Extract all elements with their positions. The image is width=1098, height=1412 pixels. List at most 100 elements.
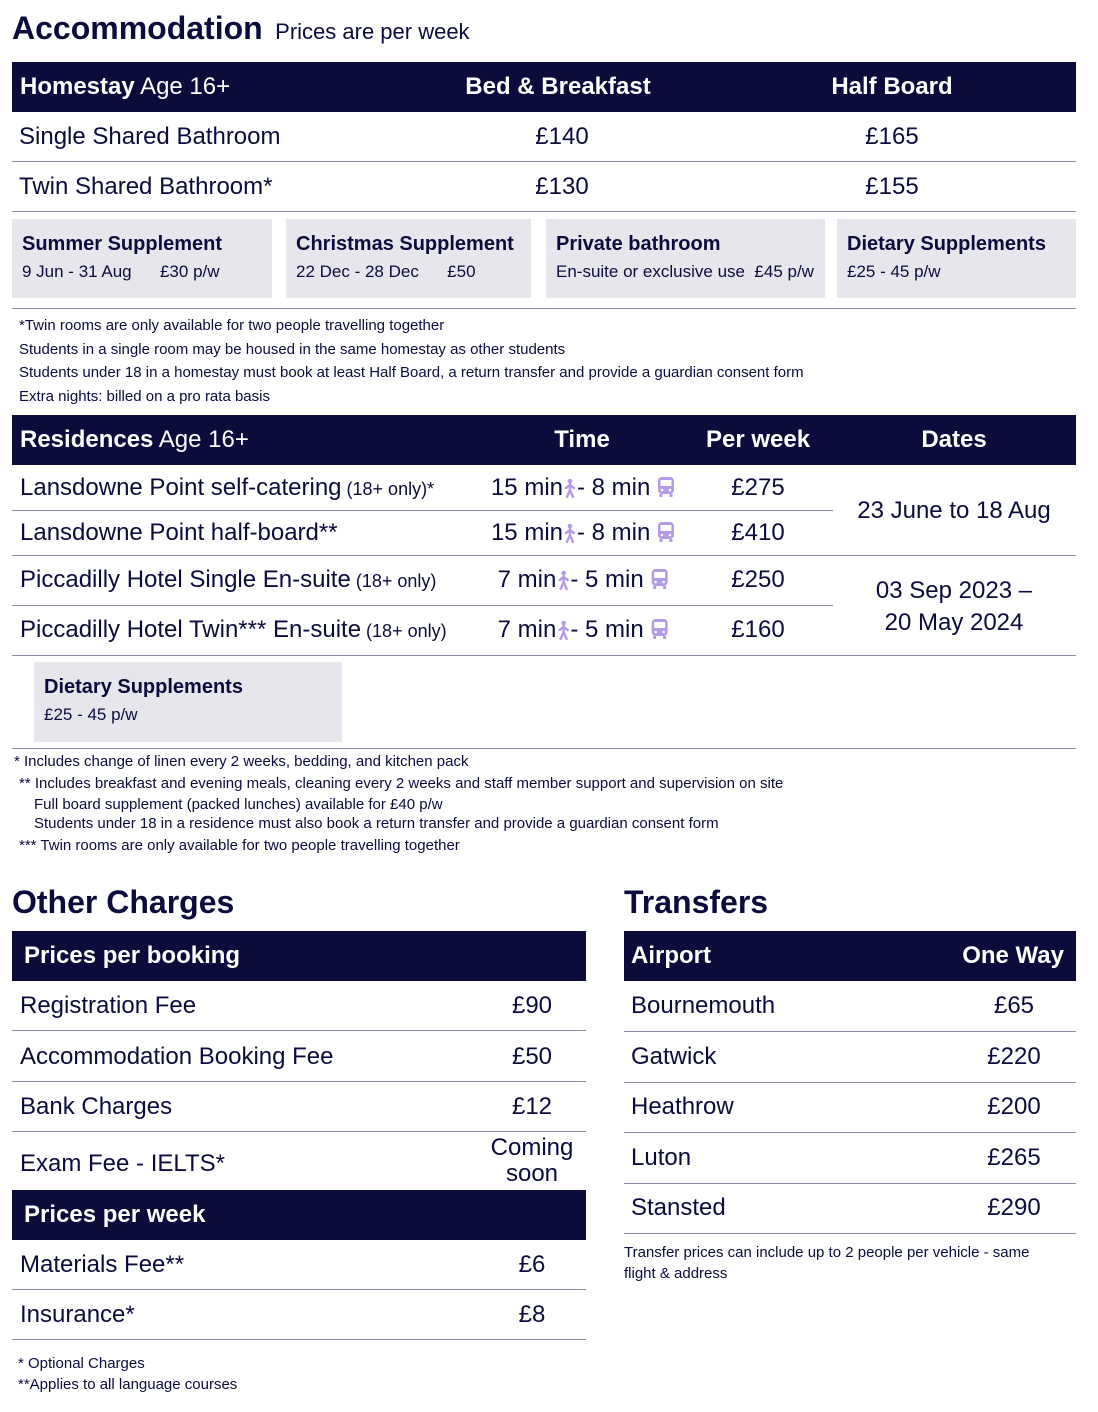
transfers-title: Transfers — [624, 884, 769, 920]
airport-heading: Airport — [631, 942, 711, 969]
homestay-supplement: Summer Supplement 9 Jun - 31 Aug £30 p/w — [12, 219, 272, 298]
walking-person-icon — [558, 570, 569, 590]
homestay-note: Students in a single room may be housed … — [19, 341, 566, 358]
residence-note: * Includes change of linen every 2 weeks… — [14, 753, 469, 770]
transfer-row: Stansted £290 — [624, 1183, 1076, 1233]
booking-charge-row: Accommodation Booking Fee £50 — [12, 1031, 586, 1082]
airport-name: Bournemouth — [631, 992, 776, 1019]
homestay-supplement: Dietary Supplements £25 - 45 p/w — [837, 219, 1076, 298]
other-note: * Optional Charges — [18, 1355, 145, 1372]
travel-time: 15 min - 8 min — [491, 474, 675, 502]
booking-charge-row: Bank Charges £12 — [12, 1082, 586, 1132]
transfer-note: Transfer prices can include up to 2 peop… — [624, 1244, 1030, 1261]
homestay-supplement: Christmas Supplement 22 Dec - 28 Dec £50 — [286, 219, 531, 298]
bb-price: £140 — [535, 123, 589, 150]
charge-name: Materials Fee** — [20, 1251, 185, 1278]
weekly-charge-row: Materials Fee** £6 — [12, 1240, 586, 1290]
homestay-note: *Twin rooms are only available for two p… — [19, 317, 445, 334]
residence-name: Lansdowne Point half-board** — [20, 518, 338, 546]
transfer-price: £290 — [987, 1194, 1041, 1221]
residence-name: Lansdowne Point self-catering (18+ only)… — [20, 473, 435, 501]
room-type: Twin Shared Bathroom* — [19, 173, 273, 200]
charge-name: Bank Charges — [20, 1093, 173, 1120]
charge-name: Registration Fee — [20, 992, 197, 1019]
dates-summer: 23 June to 18 Aug — [857, 497, 1051, 524]
homestay-note: Extra nights: billed on a pro rata basis — [19, 388, 270, 405]
residence-name: Piccadilly Hotel Twin*** En-suite (18+ o… — [20, 616, 447, 643]
bus-icon — [651, 569, 668, 589]
travel-time: 7 min - 5 min — [498, 616, 669, 644]
walking-person-icon — [564, 478, 576, 498]
weekly-charge-row: Insurance* £8 — [12, 1290, 586, 1340]
per-booking-header: Prices per booking — [12, 931, 586, 981]
transfers-header: Airport One Way — [624, 931, 1076, 981]
charge-price: £12 — [511, 1093, 553, 1120]
room-type: Single Shared Bathroom — [19, 123, 281, 150]
bb-price: £130 — [535, 173, 589, 200]
airport-name: Gatwick — [631, 1042, 717, 1070]
one-way-heading: One Way — [962, 942, 1064, 969]
travel-time: 15 min - 8 min — [491, 519, 675, 547]
residence-row: Piccadilly Hotel Twin*** En-suite (18+ o… — [12, 605, 833, 655]
booking-charge-row: Registration Fee £90 — [12, 981, 586, 1031]
charge-price: £50 — [511, 1042, 553, 1070]
transfer-row: Gatwick £220 — [624, 1032, 1076, 1082]
residence-price: £250 — [731, 566, 785, 593]
booking-charge-row: Exam Fee - IELTS* Coming soon — [12, 1132, 586, 1190]
time-heading: Time — [554, 426, 610, 453]
transfer-note: flight & address — [624, 1265, 728, 1282]
dates-year-end: 20 May 2024 — [884, 609, 1024, 636]
charge-name: Insurance* — [20, 1301, 135, 1328]
residence-note: Students under 18 in a residence must al… — [34, 815, 719, 832]
other-charges-title: Other Charges — [12, 884, 235, 920]
other-note: **Applies to all language courses — [18, 1376, 238, 1393]
airport-name: Heathrow — [631, 1093, 734, 1120]
homestay-row: Twin Shared Bathroom* £130 £155 — [12, 162, 1076, 212]
hb-price: £155 — [865, 173, 919, 200]
charge-price: £90 — [511, 992, 553, 1019]
airport-name: Stansted — [631, 1194, 726, 1221]
walking-person-icon — [558, 620, 569, 640]
residences-header: Residences Age 16+ Time Per week Dates — [12, 415, 1076, 465]
bb-heading: Bed & Breakfast — [465, 73, 651, 100]
travel-time: 7 min - 5 min — [498, 566, 669, 594]
transfer-price: £220 — [987, 1042, 1041, 1070]
residence-row: Piccadilly Hotel Single En-suite (18+ on… — [12, 555, 833, 605]
dates-heading: Dates — [921, 426, 987, 453]
residence-note: Full board supplement (packed lunches) a… — [34, 796, 443, 813]
charge-name: Exam Fee - IELTS* — [20, 1150, 225, 1177]
residence-note: *** Twin rooms are only available for tw… — [19, 837, 460, 854]
residence-price: £275 — [731, 473, 785, 501]
homestay-heading: Homestay Age 16+ — [20, 73, 231, 100]
per-week-header: Prices per week — [12, 1190, 586, 1240]
transfer-row: Bournemouth £65 — [624, 981, 1076, 1031]
bus-icon — [658, 521, 675, 542]
residence-note: ** Includes breakfast and evening meals,… — [19, 775, 784, 792]
transfer-row: Heathrow £200 — [624, 1082, 1076, 1132]
residence-row: Lansdowne Point self-catering (18+ only)… — [12, 465, 833, 510]
bus-icon — [658, 476, 675, 497]
residence-row: Lansdowne Point half-board** 15 min - 8 m… — [12, 510, 833, 555]
transfer-price: £265 — [987, 1143, 1041, 1171]
homestay-note: Students under 18 in a homestay must boo… — [19, 364, 804, 381]
charge-price: £6 — [518, 1251, 546, 1278]
accommodation-title: Accommodation Prices are per week — [12, 10, 470, 47]
residences-heading: Residences Age 16+ — [20, 426, 249, 453]
subtitle: Prices are per week — [275, 19, 470, 44]
title: Accommodation — [12, 10, 263, 46]
charge-price: Coming soon — [490, 1134, 574, 1187]
charge-price: £8 — [518, 1301, 546, 1328]
hb-price: £165 — [865, 123, 919, 150]
charge-name: Accommodation Booking Fee — [20, 1042, 334, 1070]
transfer-price: £65 — [993, 992, 1035, 1019]
transfer-row: Luton £265 — [624, 1133, 1076, 1183]
dates-year-start: 03 Sep 2023 – — [875, 577, 1033, 604]
residence-price: £410 — [731, 518, 785, 546]
residence-dietary-supplement: Dietary Supplements £25 - 45 p/w — [34, 662, 342, 742]
homestay-supplement: Private bathroom En-suite or exclusive us… — [546, 219, 825, 298]
walking-person-icon — [564, 523, 576, 543]
bus-icon — [651, 619, 668, 639]
transfer-price: £200 — [987, 1093, 1041, 1120]
hb-heading: Half Board — [831, 73, 953, 100]
homestay-header: Homestay Age 16+ Bed & Breakfast Half Bo… — [12, 62, 1076, 112]
